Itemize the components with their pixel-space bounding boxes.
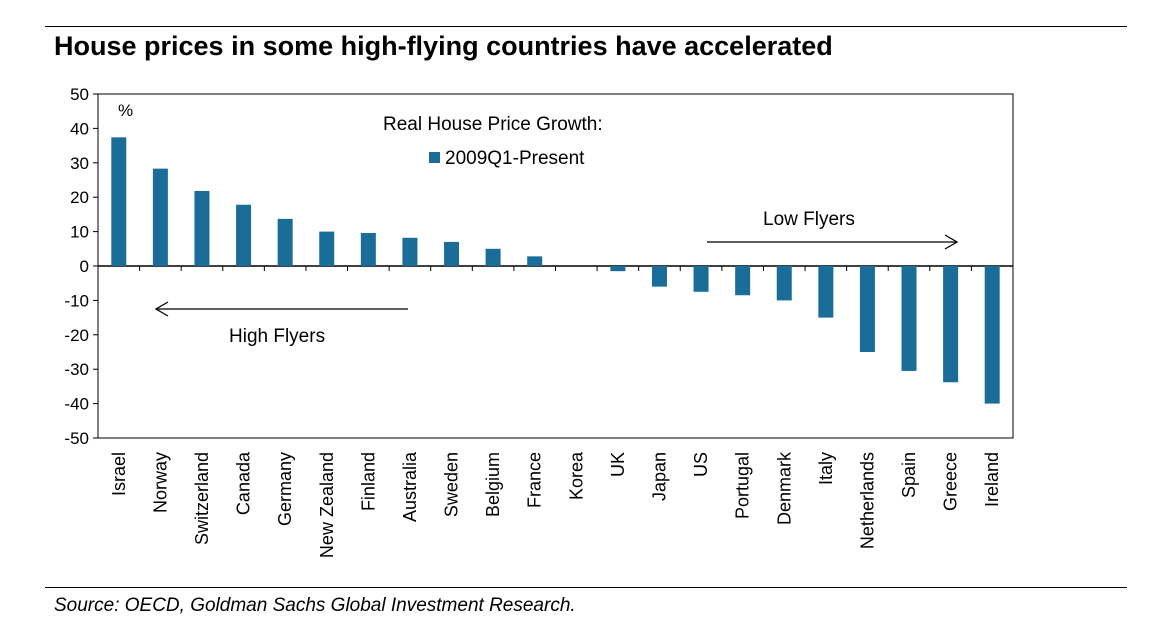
bar-ireland [984, 266, 1000, 404]
legend-series-label: 2009Q1-Present [445, 148, 585, 169]
bar-norway [152, 168, 168, 266]
x-tick-label: Portugal [733, 452, 753, 519]
bar-finland [360, 232, 376, 266]
x-tick-label: Finland [358, 452, 378, 511]
bar-uk [610, 266, 626, 272]
bar-portugal [735, 266, 751, 296]
y-tick-label: -50 [64, 429, 89, 448]
bar-greece [943, 266, 959, 383]
y-tick-label: 0 [80, 257, 89, 276]
x-tick-label: New Zealand [317, 452, 337, 558]
x-tick-label: Australia [400, 451, 420, 522]
bar-us [693, 266, 709, 292]
y-tick-label: 20 [70, 188, 89, 207]
x-tick-label: Sweden [442, 452, 462, 517]
bar-israel [111, 137, 127, 266]
bar-netherlands [859, 266, 875, 352]
x-tick-label: Spain [899, 452, 919, 498]
bar-australia [402, 237, 418, 266]
legend-swatch [429, 152, 440, 163]
legend-title: Real House Price Growth: [383, 114, 603, 135]
bar-denmark [776, 266, 792, 301]
bar-sweden [444, 241, 460, 266]
low-flyers-arrow [707, 234, 959, 250]
x-tick-label: Canada [234, 451, 254, 515]
y-tick-label: 40 [70, 119, 89, 138]
source-note: Source: OECD, Goldman Sachs Global Inves… [54, 595, 576, 616]
bar-france [527, 256, 543, 266]
x-tick-label: Korea [566, 451, 586, 500]
bar-germany [277, 218, 293, 266]
plot-area: -50 -40 -30 -20 -10 0 10 20 30 40 50 Israel Norway Sw… [64, 85, 1014, 558]
bar-spain [901, 266, 917, 371]
chart-title: House prices in some high-flying countri… [54, 31, 833, 61]
top-rule [45, 26, 1127, 27]
bar-canada [236, 204, 252, 266]
x-tick-label: Switzerland [192, 452, 212, 545]
bar-switzerland [194, 191, 210, 266]
x-tick-label: Belgium [483, 452, 503, 517]
y-tick-label: 50 [70, 85, 89, 104]
y-tick-label: -40 [64, 395, 89, 414]
y-tick-label: 10 [70, 223, 89, 242]
x-tick-label: Greece [941, 452, 961, 511]
bottom-rule [45, 587, 1127, 588]
y-tick-label: 30 [70, 154, 89, 173]
bar-italy [818, 266, 834, 318]
low-flyers-label: Low Flyers [763, 209, 855, 230]
x-tick-label: Germany [275, 452, 295, 526]
x-tick-label: Ireland [982, 452, 1002, 507]
x-tick-label: Denmark [774, 451, 794, 525]
x-tick-label: France [525, 452, 545, 508]
high-flyers-label: High Flyers [229, 326, 325, 347]
x-tick-label: UK [608, 452, 628, 477]
x-tick-label: US [691, 452, 711, 477]
x-tick-label: Netherlands [857, 452, 877, 549]
y-tick-label: -30 [64, 360, 89, 379]
x-tick-label: Israel [109, 452, 129, 496]
bar-new-zealand [319, 231, 335, 266]
x-tick-label: Japan [649, 452, 669, 501]
x-tick-label: Italy [816, 452, 836, 485]
bar-belgium [485, 248, 501, 266]
bar-japan [651, 266, 667, 287]
x-tick-label: Norway [150, 452, 170, 513]
y-tick-label: -10 [64, 291, 89, 310]
y-tick-label: -20 [64, 326, 89, 345]
high-flyers-arrow [154, 301, 408, 317]
unit-label: % [118, 101, 133, 120]
